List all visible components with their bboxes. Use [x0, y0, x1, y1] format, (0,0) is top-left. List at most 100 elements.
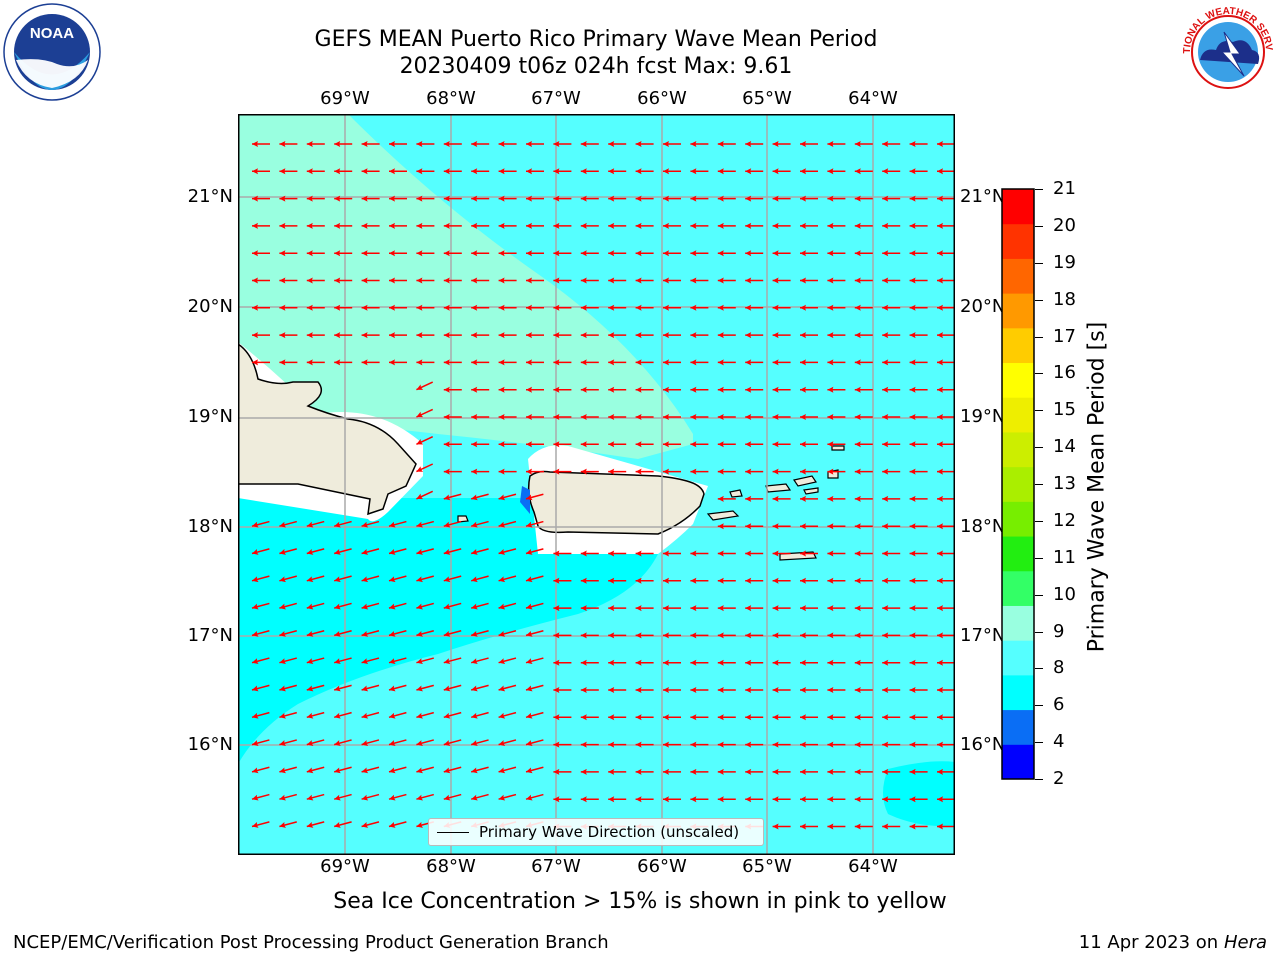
wave-arrow — [498, 739, 517, 746]
wave-arrow — [580, 605, 599, 612]
map-frame — [238, 114, 955, 855]
wave-arrow — [937, 386, 955, 393]
wave-arrow — [443, 168, 462, 175]
wave-arrow — [717, 468, 736, 475]
wave-arrow — [690, 659, 709, 666]
colorbar-tick-label: 20 — [1053, 214, 1076, 236]
wave-arrow — [772, 304, 791, 311]
wave-arrow — [854, 823, 873, 830]
wave-arrow — [800, 468, 818, 475]
wave-arrow — [471, 277, 490, 284]
wave-arrow — [443, 222, 462, 229]
colorbar-tick-label: 16 — [1053, 362, 1076, 384]
wave-arrow — [525, 602, 544, 610]
wave-arrow — [443, 711, 462, 719]
wave-arrow — [580, 468, 599, 475]
wave-arrow — [854, 441, 873, 448]
wave-arrow — [580, 250, 599, 257]
wave-arrow — [361, 222, 380, 229]
wave-arrow — [882, 659, 901, 666]
wave-arrow — [909, 577, 928, 584]
wave-arrow — [937, 168, 955, 175]
wave-arrow — [443, 386, 462, 393]
wave-arrow — [882, 605, 901, 612]
colorbar-tick-label: 11 — [1053, 546, 1076, 568]
wave-arrow — [389, 168, 407, 175]
wave-arrow — [388, 739, 407, 746]
wave-arrow — [361, 359, 380, 366]
colorbar-segment — [1002, 362, 1034, 398]
wave-arrow — [553, 277, 572, 284]
wave-arrow — [443, 793, 462, 801]
wave-arrow — [800, 304, 818, 311]
wave-arrow — [635, 168, 654, 175]
wave-arrow — [416, 463, 434, 473]
wave-arrow — [526, 359, 544, 366]
wave-arrow — [388, 711, 407, 719]
wave-arrow — [416, 332, 435, 339]
wave-arrow — [306, 766, 325, 774]
wave-arrow — [251, 711, 270, 719]
wave-arrow — [388, 821, 407, 828]
wave-arrow — [937, 250, 955, 257]
lat-label-right: 16°N — [960, 734, 1006, 755]
wave-arrow — [279, 711, 297, 719]
wave-arrow — [690, 768, 709, 775]
wave-arrow — [608, 195, 627, 202]
wave-arrow — [717, 714, 736, 721]
wave-arrow — [498, 195, 517, 202]
wave-arrow — [690, 332, 709, 339]
wave-arrow — [854, 768, 873, 775]
colorbar-segment — [1002, 431, 1034, 468]
wave-arrow — [388, 548, 407, 555]
wave-arrow — [306, 141, 325, 147]
wave-arrow — [827, 523, 846, 530]
wave-arrow — [389, 250, 407, 257]
wave-arrow — [279, 821, 297, 828]
wave-arrow — [663, 605, 681, 612]
wave-arrow — [854, 687, 873, 693]
wave-arrow — [800, 687, 818, 693]
wave-arrow — [882, 632, 901, 639]
wave-arrow — [608, 332, 627, 339]
wave-arrow — [361, 548, 380, 555]
lon-label-bottom: 65°W — [742, 856, 792, 877]
wave-arrow — [471, 222, 490, 229]
wave-arrow — [827, 468, 846, 475]
wave-arrow — [663, 550, 681, 557]
wave-arrow — [416, 304, 435, 311]
colorbar-segment — [1002, 397, 1034, 433]
wave-arrow — [526, 441, 544, 448]
wave-arrow — [525, 575, 544, 583]
wave-arrow — [937, 577, 955, 584]
chart-subtitle: 20230409 t06z 024h fcst Max: 9.61 — [399, 54, 793, 79]
wave-arrow — [361, 332, 380, 339]
wave-arrow — [388, 793, 407, 801]
wave-arrow — [498, 575, 517, 583]
wave-arrow — [690, 304, 709, 311]
colorbar-tick-mark — [1035, 410, 1043, 412]
wave-arrow — [498, 493, 517, 501]
wave-arrow — [471, 520, 489, 528]
wave-arrow — [334, 195, 353, 202]
wave-arrow — [772, 523, 791, 530]
lat-label-right: 17°N — [960, 625, 1006, 646]
colorbar-tick-label: 19 — [1053, 251, 1076, 273]
wave-arrow — [909, 141, 928, 147]
wave-arrow — [471, 386, 490, 393]
noaa-logo-text: NOAA — [30, 25, 74, 42]
wave-arrow — [306, 711, 325, 719]
wave-arrow — [800, 195, 818, 202]
wave-arrow — [608, 687, 627, 693]
wave-arrow — [252, 195, 270, 202]
wave-arrow — [937, 195, 955, 202]
wave-arrow — [361, 684, 380, 692]
wave-arrow — [416, 222, 435, 229]
wave-arrow — [635, 441, 654, 448]
wave-arrow — [663, 222, 681, 229]
wave-arrow — [498, 602, 517, 610]
wave-arrow — [443, 141, 462, 147]
wave-arrow — [498, 332, 517, 339]
wave-arrow — [745, 332, 764, 339]
wave-arrow — [389, 277, 407, 284]
